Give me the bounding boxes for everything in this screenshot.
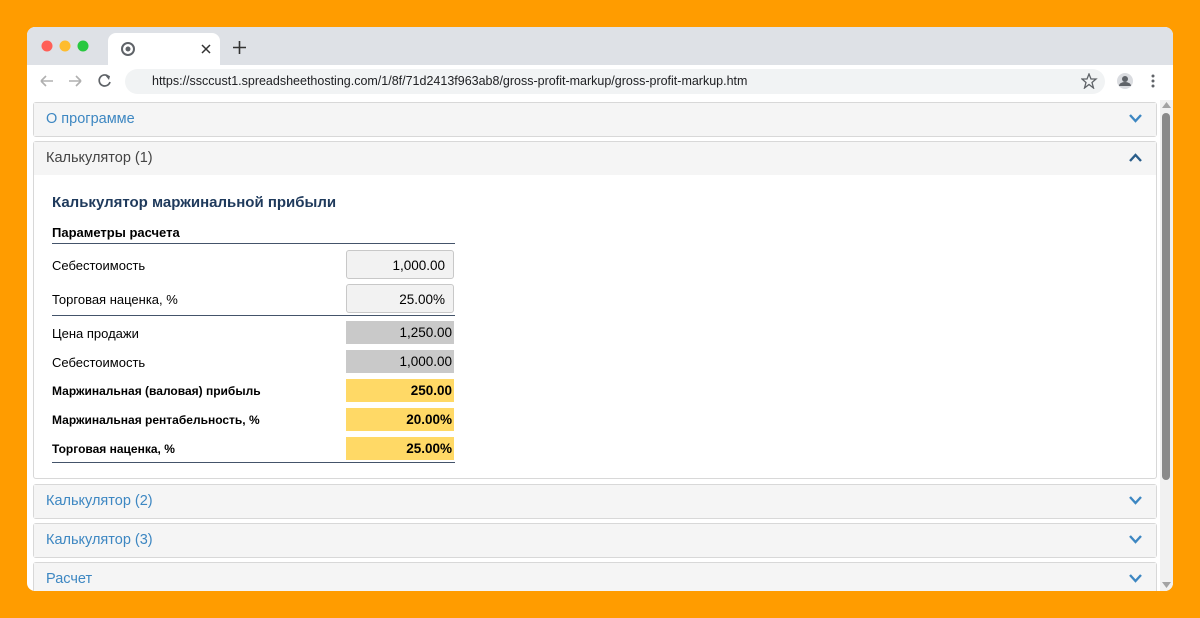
accordion-header[interactable]: О программе bbox=[34, 103, 1156, 136]
browser-window: https://ssccust1.spreadsheethosting.com/… bbox=[27, 27, 1173, 591]
tab-icon bbox=[121, 42, 135, 56]
scroll-thumb[interactable] bbox=[1162, 113, 1170, 480]
section-title: Расчет bbox=[46, 571, 93, 587]
accordion-section: О программе bbox=[33, 102, 1157, 137]
accordion-section: Калькулятор (1) Калькулятор маржинальной… bbox=[33, 141, 1157, 479]
scroll-up[interactable] bbox=[1162, 102, 1171, 108]
accordion-section: Калькулятор (2) bbox=[33, 484, 1157, 519]
result-cell: 1,000.00 bbox=[346, 350, 454, 373]
calculator: Калькулятор маржинальной прибыли Парамет… bbox=[34, 175, 1156, 475]
result-label: Цена продажи bbox=[52, 326, 139, 341]
result-label: Торговая наценка, % bbox=[52, 442, 175, 456]
section-title: О программе bbox=[46, 111, 135, 127]
tab-bar bbox=[27, 27, 1173, 65]
result-cell: 250.00 bbox=[346, 379, 454, 402]
accordion-section: Калькулятор (3) bbox=[33, 523, 1157, 558]
window-controls[interactable] bbox=[41, 39, 95, 53]
result-label: Себестоимость bbox=[52, 355, 146, 370]
new-tab[interactable] bbox=[233, 41, 246, 54]
divider bbox=[52, 315, 455, 316]
params-header: Параметры расчета bbox=[52, 225, 180, 240]
input-cell[interactable]: 1,000.00 bbox=[346, 250, 454, 279]
result-cell: 25.00% bbox=[346, 437, 454, 460]
accordion-header[interactable]: Расчет bbox=[34, 563, 1156, 591]
result-label: Маржинальная рентабельность, % bbox=[52, 413, 260, 427]
tab-close[interactable] bbox=[201, 44, 211, 54]
divider bbox=[52, 462, 455, 463]
input-label: Себестоимость bbox=[52, 258, 146, 273]
input-cell[interactable]: 25.00% bbox=[346, 284, 454, 313]
section-title: Калькулятор (2) bbox=[46, 493, 153, 509]
nav-buttons[interactable] bbox=[39, 73, 115, 89]
input-label: Торговая наценка, % bbox=[52, 292, 178, 307]
section-title: Калькулятор (3) bbox=[46, 532, 153, 548]
browser-tab[interactable] bbox=[108, 33, 220, 65]
chevron-down bbox=[1129, 535, 1142, 544]
calculator-title: Калькулятор маржинальной прибыли bbox=[52, 194, 337, 211]
accordion-header[interactable]: Калькулятор (1) bbox=[34, 142, 1156, 175]
divider bbox=[52, 243, 455, 244]
accordion-header[interactable]: Калькулятор (3) bbox=[34, 524, 1156, 557]
chevron-down bbox=[1129, 574, 1142, 583]
chevron-down bbox=[1129, 496, 1142, 505]
result-cell: 20.00% bbox=[346, 408, 454, 431]
result-label: Маржинальная (валовая) прибыль bbox=[52, 384, 261, 398]
accordion-header[interactable]: Калькулятор (2) bbox=[34, 485, 1156, 518]
scrollbar[interactable] bbox=[1160, 100, 1173, 591]
address-bar[interactable]: https://ssccust1.spreadsheethosting.com/… bbox=[125, 69, 1105, 94]
section-title: Калькулятор (1) bbox=[46, 150, 153, 166]
toolbar-icons[interactable] bbox=[1081, 73, 1161, 89]
chevron-down bbox=[1129, 114, 1142, 123]
accordion-section: Расчет bbox=[33, 562, 1157, 591]
result-cell: 1,250.00 bbox=[346, 321, 454, 344]
chevron-up bbox=[1129, 153, 1142, 162]
scroll-down[interactable] bbox=[1162, 582, 1171, 588]
